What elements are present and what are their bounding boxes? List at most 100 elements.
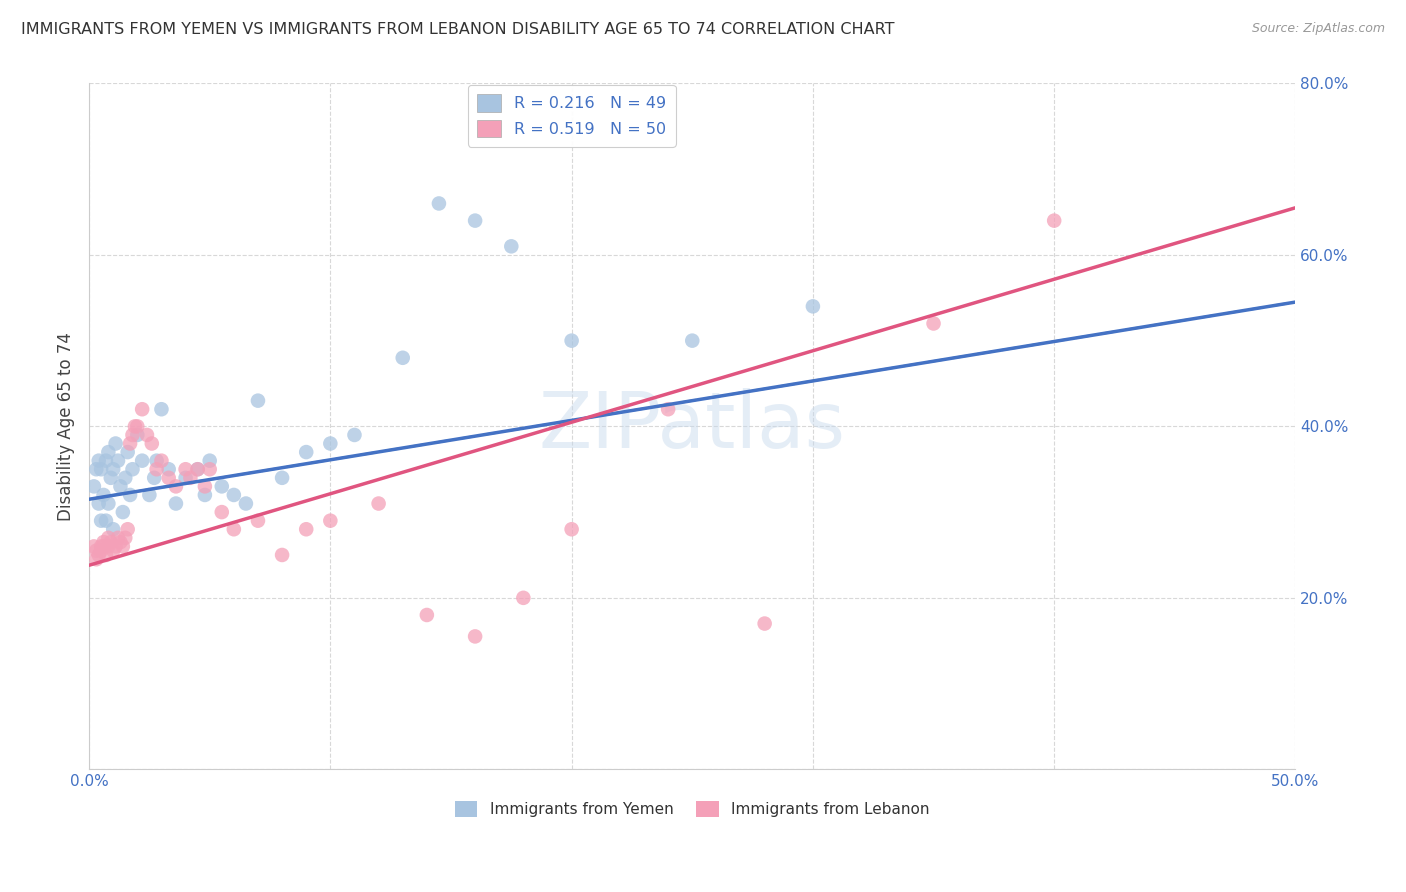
Point — [150, 453, 173, 467]
Point — [165, 496, 187, 510]
Point — [198, 462, 221, 476]
Point — [157, 471, 180, 485]
Point — [198, 453, 221, 467]
Point — [110, 479, 132, 493]
Point — [110, 535, 132, 549]
Point — [114, 471, 136, 485]
Point — [235, 496, 257, 510]
Point — [83, 540, 105, 554]
Point — [138, 488, 160, 502]
Point — [464, 213, 486, 227]
Point — [150, 402, 173, 417]
Point — [416, 607, 439, 622]
Point — [111, 505, 134, 519]
Point — [121, 462, 143, 476]
Point — [103, 543, 125, 558]
Point — [117, 522, 139, 536]
Point — [295, 522, 318, 536]
Point — [801, 299, 824, 313]
Point — [561, 334, 583, 348]
Point — [271, 548, 294, 562]
Point — [319, 514, 342, 528]
Point — [83, 479, 105, 493]
Point — [194, 488, 217, 502]
Point — [104, 436, 127, 450]
Text: ZIPatlas: ZIPatlas — [538, 388, 846, 465]
Point — [136, 428, 159, 442]
Point — [561, 522, 583, 536]
Point — [107, 453, 129, 467]
Point — [90, 540, 112, 554]
Point — [367, 496, 389, 510]
Point — [90, 543, 112, 558]
Point — [103, 462, 125, 476]
Point — [87, 453, 110, 467]
Point — [271, 471, 294, 485]
Point — [120, 436, 142, 450]
Point — [90, 462, 112, 476]
Point — [93, 488, 115, 502]
Point — [97, 496, 120, 510]
Point — [246, 393, 269, 408]
Point — [100, 471, 122, 485]
Point — [501, 239, 523, 253]
Point — [427, 196, 450, 211]
Point — [179, 471, 201, 485]
Text: IMMIGRANTS FROM YEMEN VS IMMIGRANTS FROM LEBANON DISABILITY AGE 65 TO 74 CORRELA: IMMIGRANTS FROM YEMEN VS IMMIGRANTS FROM… — [21, 22, 894, 37]
Point — [120, 488, 142, 502]
Point — [93, 535, 115, 549]
Point — [174, 471, 197, 485]
Point — [222, 522, 245, 536]
Point — [94, 514, 117, 528]
Point — [87, 548, 110, 562]
Point — [211, 479, 233, 493]
Y-axis label: Disability Age 65 to 74: Disability Age 65 to 74 — [58, 332, 75, 521]
Point — [145, 453, 167, 467]
Point — [391, 351, 413, 365]
Point — [90, 514, 112, 528]
Point — [143, 471, 166, 485]
Point — [131, 402, 153, 417]
Point — [754, 616, 776, 631]
Point — [246, 514, 269, 528]
Point — [104, 540, 127, 554]
Point — [127, 419, 149, 434]
Point — [187, 462, 209, 476]
Point — [187, 462, 209, 476]
Point — [165, 479, 187, 493]
Point — [127, 428, 149, 442]
Point — [141, 436, 163, 450]
Point — [174, 462, 197, 476]
Point — [97, 445, 120, 459]
Point — [103, 522, 125, 536]
Point — [194, 479, 217, 493]
Point — [922, 317, 945, 331]
Point — [117, 445, 139, 459]
Point — [94, 548, 117, 562]
Point — [100, 535, 122, 549]
Point — [512, 591, 534, 605]
Point — [114, 531, 136, 545]
Point — [1043, 213, 1066, 227]
Point — [681, 334, 703, 348]
Point — [97, 531, 120, 545]
Point — [211, 505, 233, 519]
Point — [657, 402, 679, 417]
Point — [131, 453, 153, 467]
Legend: Immigrants from Yemen, Immigrants from Lebanon: Immigrants from Yemen, Immigrants from L… — [449, 795, 936, 823]
Point — [87, 496, 110, 510]
Point — [93, 540, 115, 554]
Point — [107, 531, 129, 545]
Text: Source: ZipAtlas.com: Source: ZipAtlas.com — [1251, 22, 1385, 36]
Point — [94, 453, 117, 467]
Point — [145, 462, 167, 476]
Point — [157, 462, 180, 476]
Point — [124, 419, 146, 434]
Point — [464, 629, 486, 643]
Point — [84, 462, 107, 476]
Point — [84, 543, 107, 558]
Point — [97, 540, 120, 554]
Point — [343, 428, 366, 442]
Point — [111, 540, 134, 554]
Point — [84, 552, 107, 566]
